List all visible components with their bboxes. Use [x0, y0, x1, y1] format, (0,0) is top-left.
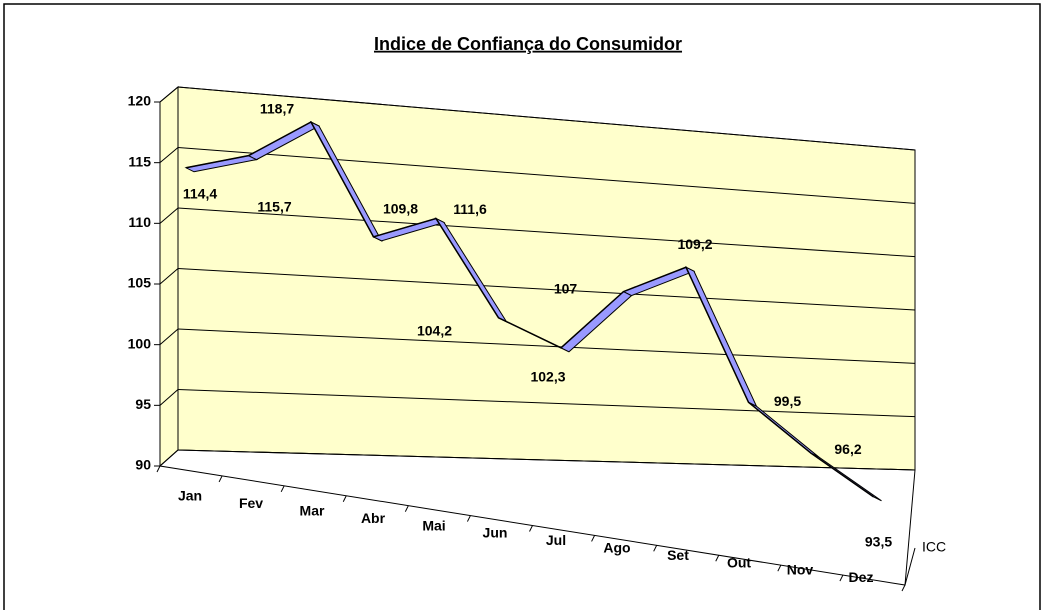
- data-label: 109,8: [383, 201, 418, 217]
- grid-line: [159, 268, 179, 285]
- data-label: 111,6: [453, 201, 487, 217]
- x-tick-label: Abr: [361, 510, 386, 526]
- grid-line: [159, 328, 179, 346]
- chart-title: Indice de Confiança do Consumidor: [374, 34, 682, 54]
- data-label: 96,2: [834, 441, 861, 457]
- y-tick-label: 110: [128, 214, 151, 230]
- x-tick: [218, 475, 223, 483]
- grid-line: [159, 449, 179, 467]
- x-tick-label: Nov: [787, 562, 814, 578]
- grid-line: [177, 86, 916, 151]
- grid-line: [159, 86, 179, 103]
- grid-line: [159, 147, 179, 164]
- data-label: 104,2: [417, 322, 452, 338]
- depth-tick: [904, 547, 916, 586]
- x-tick: [529, 525, 533, 532]
- x-tick-label: Dez: [849, 569, 874, 585]
- grid-line: [159, 389, 179, 406]
- data-label: 99,5: [774, 393, 801, 409]
- x-tick-label: Out: [727, 554, 751, 570]
- x-tick: [653, 545, 658, 552]
- x-tick-label: Set: [667, 547, 689, 563]
- x-tick-label: Mar: [300, 503, 325, 519]
- y-tick-label: 100: [128, 335, 152, 351]
- x-tick-label: Mai: [422, 517, 445, 533]
- data-label: 109,2: [677, 236, 712, 252]
- data-label: 118,7: [260, 101, 294, 117]
- x-tick: [839, 574, 844, 582]
- x-tick-label: Jun: [483, 525, 508, 541]
- data-label: 115,7: [257, 198, 291, 214]
- x-tick-label: Fev: [239, 495, 263, 511]
- x-tick: [156, 465, 161, 473]
- y-tick-label: 115: [128, 153, 151, 169]
- chart-border: [3, 3, 1041, 610]
- y-tick-label: 90: [135, 457, 151, 473]
- x-tick-label: Jan: [178, 488, 202, 504]
- series-label: ICC: [922, 539, 946, 555]
- x-tick: [777, 564, 782, 572]
- grid-line: [177, 389, 916, 418]
- x-tick: [404, 505, 409, 512]
- data-label: 114,4: [183, 185, 217, 201]
- y-tick-label: 105: [128, 275, 152, 291]
- x-tick-label: Ago: [603, 540, 630, 556]
- grid-line: [177, 328, 916, 364]
- x-tick: [715, 555, 720, 562]
- y-tick-label: 95: [135, 396, 151, 412]
- y-tick-label: 120: [128, 93, 152, 109]
- data-label: 107: [554, 280, 578, 296]
- x-tick: [280, 485, 285, 493]
- x-tick: [901, 584, 906, 592]
- line: [185, 121, 874, 498]
- x-tick: [466, 515, 471, 522]
- x-tick: [342, 495, 347, 502]
- x-tick: [591, 535, 596, 542]
- x-tick-label: Jul: [546, 532, 566, 548]
- grid-line: [177, 268, 916, 311]
- grid-line: [177, 449, 916, 471]
- grid-line: [177, 207, 916, 258]
- grid-line: [177, 147, 916, 204]
- data-label: 93,5: [865, 534, 892, 550]
- grid-line: [159, 207, 179, 224]
- data-label: 102,3: [530, 369, 565, 385]
